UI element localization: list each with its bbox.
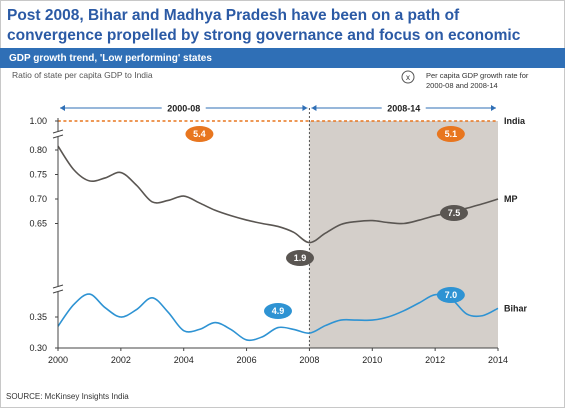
growth-badge-india-1 — [436, 126, 465, 142]
growth-badge-mp-0 — [286, 250, 314, 266]
axis-break-mark-b-1 — [52, 289, 64, 294]
period-label-0: 2000-08 — [167, 104, 200, 114]
growth-label-india-0: 5.4 — [193, 129, 206, 139]
subtitle-bar: GDP growth trend, 'Low performing' state… — [0, 48, 565, 68]
x-tick-label-2004: 2004 — [174, 355, 194, 365]
axis-break-bg-1 — [53, 286, 63, 292]
growth-badge-bihar-0 — [264, 303, 292, 319]
x-tick-label-2010: 2010 — [362, 355, 382, 365]
series-name-india: India — [504, 116, 526, 126]
source-note: SOURCE: McKinsey Insights India — [6, 392, 129, 401]
x-tick-label-2002: 2002 — [111, 355, 131, 365]
series-name-mp: MP — [504, 194, 518, 204]
y-tick-label-0.80: 0.80 — [29, 145, 47, 155]
growth-label-mp-1: 7.5 — [448, 208, 461, 218]
axis-break-bg-0 — [53, 131, 63, 137]
x-tick-label-2012: 2012 — [425, 355, 445, 365]
x-tick-label-2006: 2006 — [237, 355, 257, 365]
period-label-1: 2008-14 — [387, 104, 420, 114]
y-tick-label-0.65: 0.65 — [29, 219, 47, 229]
growth-badge-bihar-1 — [436, 287, 465, 303]
period-arrow-right-0 — [302, 105, 308, 111]
period-label-bg-1 — [381, 102, 426, 114]
x-tick-label-2000: 2000 — [48, 355, 68, 365]
period-arrow-right-1 — [491, 105, 496, 111]
growth-badge-mp-1 — [440, 205, 468, 221]
axis-break-mark-a-0 — [52, 129, 64, 134]
growth-label-india-1: 5.1 — [445, 129, 458, 139]
line-chart: 2000-08 2008-14 5.4 5.1 1.9 7.5 4.9 7.0 1.00 0.… — [12, 70, 529, 365]
y-tick-label-0.30: 0.30 — [29, 343, 47, 353]
series-line-bihar — [57, 293, 499, 342]
series-line-mp — [57, 145, 499, 244]
y-axis-label: Ratio of state per capita GDP to India — [12, 70, 153, 80]
x-tick-label-2008: 2008 — [299, 355, 319, 365]
legend-marker-text: x — [406, 73, 410, 82]
series-name-bihar: Bihar — [504, 303, 528, 313]
axis-break-mark-a-1 — [52, 284, 64, 289]
period-arrow-left-0 — [60, 105, 65, 111]
legend-marker — [401, 70, 415, 84]
growth-label-mp-0: 1.9 — [294, 253, 307, 263]
legend-text-line2: 2000-08 and 2008-14 — [426, 81, 498, 90]
y-tick-label-1.00: 1.00 — [29, 116, 47, 126]
x-tick-label-2014: 2014 — [488, 355, 508, 365]
y-tick-label-0.75: 0.75 — [29, 170, 47, 180]
period-label-bg-0 — [161, 102, 206, 114]
growth-badge-india-0 — [185, 126, 214, 142]
y-tick-label-0.35: 0.35 — [29, 312, 47, 322]
y-tick-label-0.70: 0.70 — [29, 194, 47, 204]
shaded-period-2008-14 — [309, 121, 498, 348]
axis-break-mark-b-0 — [52, 134, 64, 139]
growth-label-bihar-0: 4.9 — [272, 306, 285, 316]
growth-label-bihar-1: 7.0 — [445, 290, 458, 300]
legend-text-line1: Per capita GDP growth rate for — [426, 71, 529, 80]
period-arrow-left-1 — [311, 105, 317, 111]
